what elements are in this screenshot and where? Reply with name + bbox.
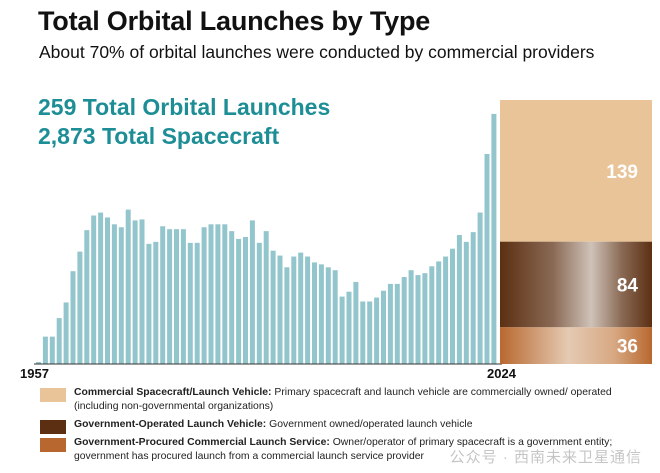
legend-swatch-government-operated xyxy=(40,420,66,434)
bar-1975 xyxy=(160,226,166,364)
bar-1959 xyxy=(49,336,55,364)
bar-1994 xyxy=(291,256,297,364)
bar-2003 xyxy=(353,281,359,364)
bar-2012 xyxy=(415,275,421,364)
bar-2022 xyxy=(484,153,490,364)
bar-2019 xyxy=(463,241,469,364)
bar-1958 xyxy=(42,336,48,364)
legend-desc-government-procured: Owner/operator of primary spacecraft is … xyxy=(74,437,613,462)
bar-1993 xyxy=(284,267,290,364)
stacked-bar-2024: 139 84 36 xyxy=(500,100,652,364)
launch-chart: 139 84 36 xyxy=(34,100,652,365)
bar-1973 xyxy=(146,243,152,364)
bar-1969 xyxy=(118,227,124,364)
total-launches-stat: 259 Total Orbital Launches xyxy=(38,94,331,120)
bar-1997 xyxy=(312,262,317,364)
bar-1965 xyxy=(91,215,97,364)
bar-1967 xyxy=(105,217,110,364)
bar-2009 xyxy=(394,283,400,364)
chart-title: Total Orbital Launches by Type xyxy=(38,6,431,36)
stack-government-operated-value-label: 84 xyxy=(617,275,639,296)
bar-2014 xyxy=(429,266,435,364)
bar-1987 xyxy=(243,237,248,364)
bar-2015 xyxy=(436,261,442,364)
bar-2016 xyxy=(443,256,449,364)
bar-1964 xyxy=(84,230,90,364)
bar-1974 xyxy=(153,241,159,364)
bar-1962 xyxy=(70,271,76,364)
bar-1990 xyxy=(263,231,269,364)
legend-title-government-procured: Government-Procured Commercial Launch Se… xyxy=(74,437,330,448)
chart-subtitle: About 70% of orbital launches were condu… xyxy=(39,42,595,62)
bar-1983 xyxy=(215,224,221,364)
bar-2013 xyxy=(422,273,428,364)
bar-2006 xyxy=(374,297,380,364)
bar-1981 xyxy=(201,227,207,364)
bar-1972 xyxy=(139,219,145,364)
bar-2000 xyxy=(332,270,338,364)
watermark: 公众号 · 西南未来卫星通信 xyxy=(449,449,642,466)
legend-item-government-procured: Government-Procured Commercial Launch Se… xyxy=(40,436,650,464)
bar-2018 xyxy=(456,235,462,364)
legend-desc-commercial: Primary spacecraft and launch vehicle ar… xyxy=(74,387,612,412)
legend-swatch-government-procured xyxy=(40,438,66,452)
bar-1960 xyxy=(56,318,62,364)
legend-title-commercial: Commercial Spacecraft/Launch Vehicle: xyxy=(74,387,272,398)
stack-government-procured-segment xyxy=(500,327,652,364)
bar-1999 xyxy=(325,267,331,364)
bar-2001 xyxy=(339,296,345,364)
bar-2023 xyxy=(491,113,497,364)
bar-1978 xyxy=(180,229,186,364)
bar-1995 xyxy=(298,252,304,364)
bar-1986 xyxy=(236,238,242,364)
stack-commercial-segment xyxy=(500,100,652,242)
bar-1957 xyxy=(36,362,41,364)
bar-1977 xyxy=(174,229,179,364)
bar-2010 xyxy=(401,277,407,364)
bar-1984 xyxy=(222,224,228,364)
legend-item-commercial: Commercial Spacecraft/Launch Vehicle: Pr… xyxy=(40,386,650,414)
bar-1985 xyxy=(229,231,235,364)
x-axis-end-label: 2024 xyxy=(487,366,516,381)
bar-2004 xyxy=(360,301,366,364)
bar-1989 xyxy=(256,242,262,364)
total-spacecraft-stat: 2,873 Total Spacecraft xyxy=(38,123,280,149)
bar-1963 xyxy=(77,251,83,364)
bar-2008 xyxy=(387,283,393,364)
legend-item-government-operated: Government-Operated Launch Vehicle: Gove… xyxy=(40,418,650,434)
bar-2021 xyxy=(477,212,483,364)
bar-1992 xyxy=(277,255,283,364)
legend-title-government-operated: Government-Operated Launch Vehicle: xyxy=(74,419,267,430)
bar-1998 xyxy=(318,264,324,364)
bar-1988 xyxy=(249,220,255,364)
bar-1979 xyxy=(187,242,193,364)
bar-1996 xyxy=(305,256,311,364)
bar-1991 xyxy=(270,250,276,364)
bar-1968 xyxy=(111,224,117,364)
bar-2007 xyxy=(381,290,386,364)
bar-1976 xyxy=(167,229,173,364)
bar-2011 xyxy=(408,270,414,364)
x-axis-start-label: 1957 xyxy=(20,366,49,381)
stack-commercial-value-label: 139 xyxy=(606,162,638,183)
legend-desc-government-operated: Government owned/operated launch vehicle xyxy=(269,419,473,430)
bar-2002 xyxy=(346,291,352,364)
legend: Commercial Spacecraft/Launch Vehicle: Pr… xyxy=(40,386,650,468)
stack-government-procured-value-label: 36 xyxy=(617,337,638,358)
bar-2020 xyxy=(470,232,476,364)
bar-2017 xyxy=(450,248,455,364)
bar-2005 xyxy=(367,301,373,364)
bar-1970 xyxy=(125,209,131,364)
legend-swatch-commercial xyxy=(40,388,66,402)
history-bars xyxy=(36,113,497,364)
bar-1980 xyxy=(194,242,200,364)
stack-government-operated-segment xyxy=(500,241,652,328)
bar-1971 xyxy=(132,220,138,364)
bar-1966 xyxy=(98,212,104,364)
bar-1982 xyxy=(208,224,214,364)
bar-1961 xyxy=(63,302,69,364)
